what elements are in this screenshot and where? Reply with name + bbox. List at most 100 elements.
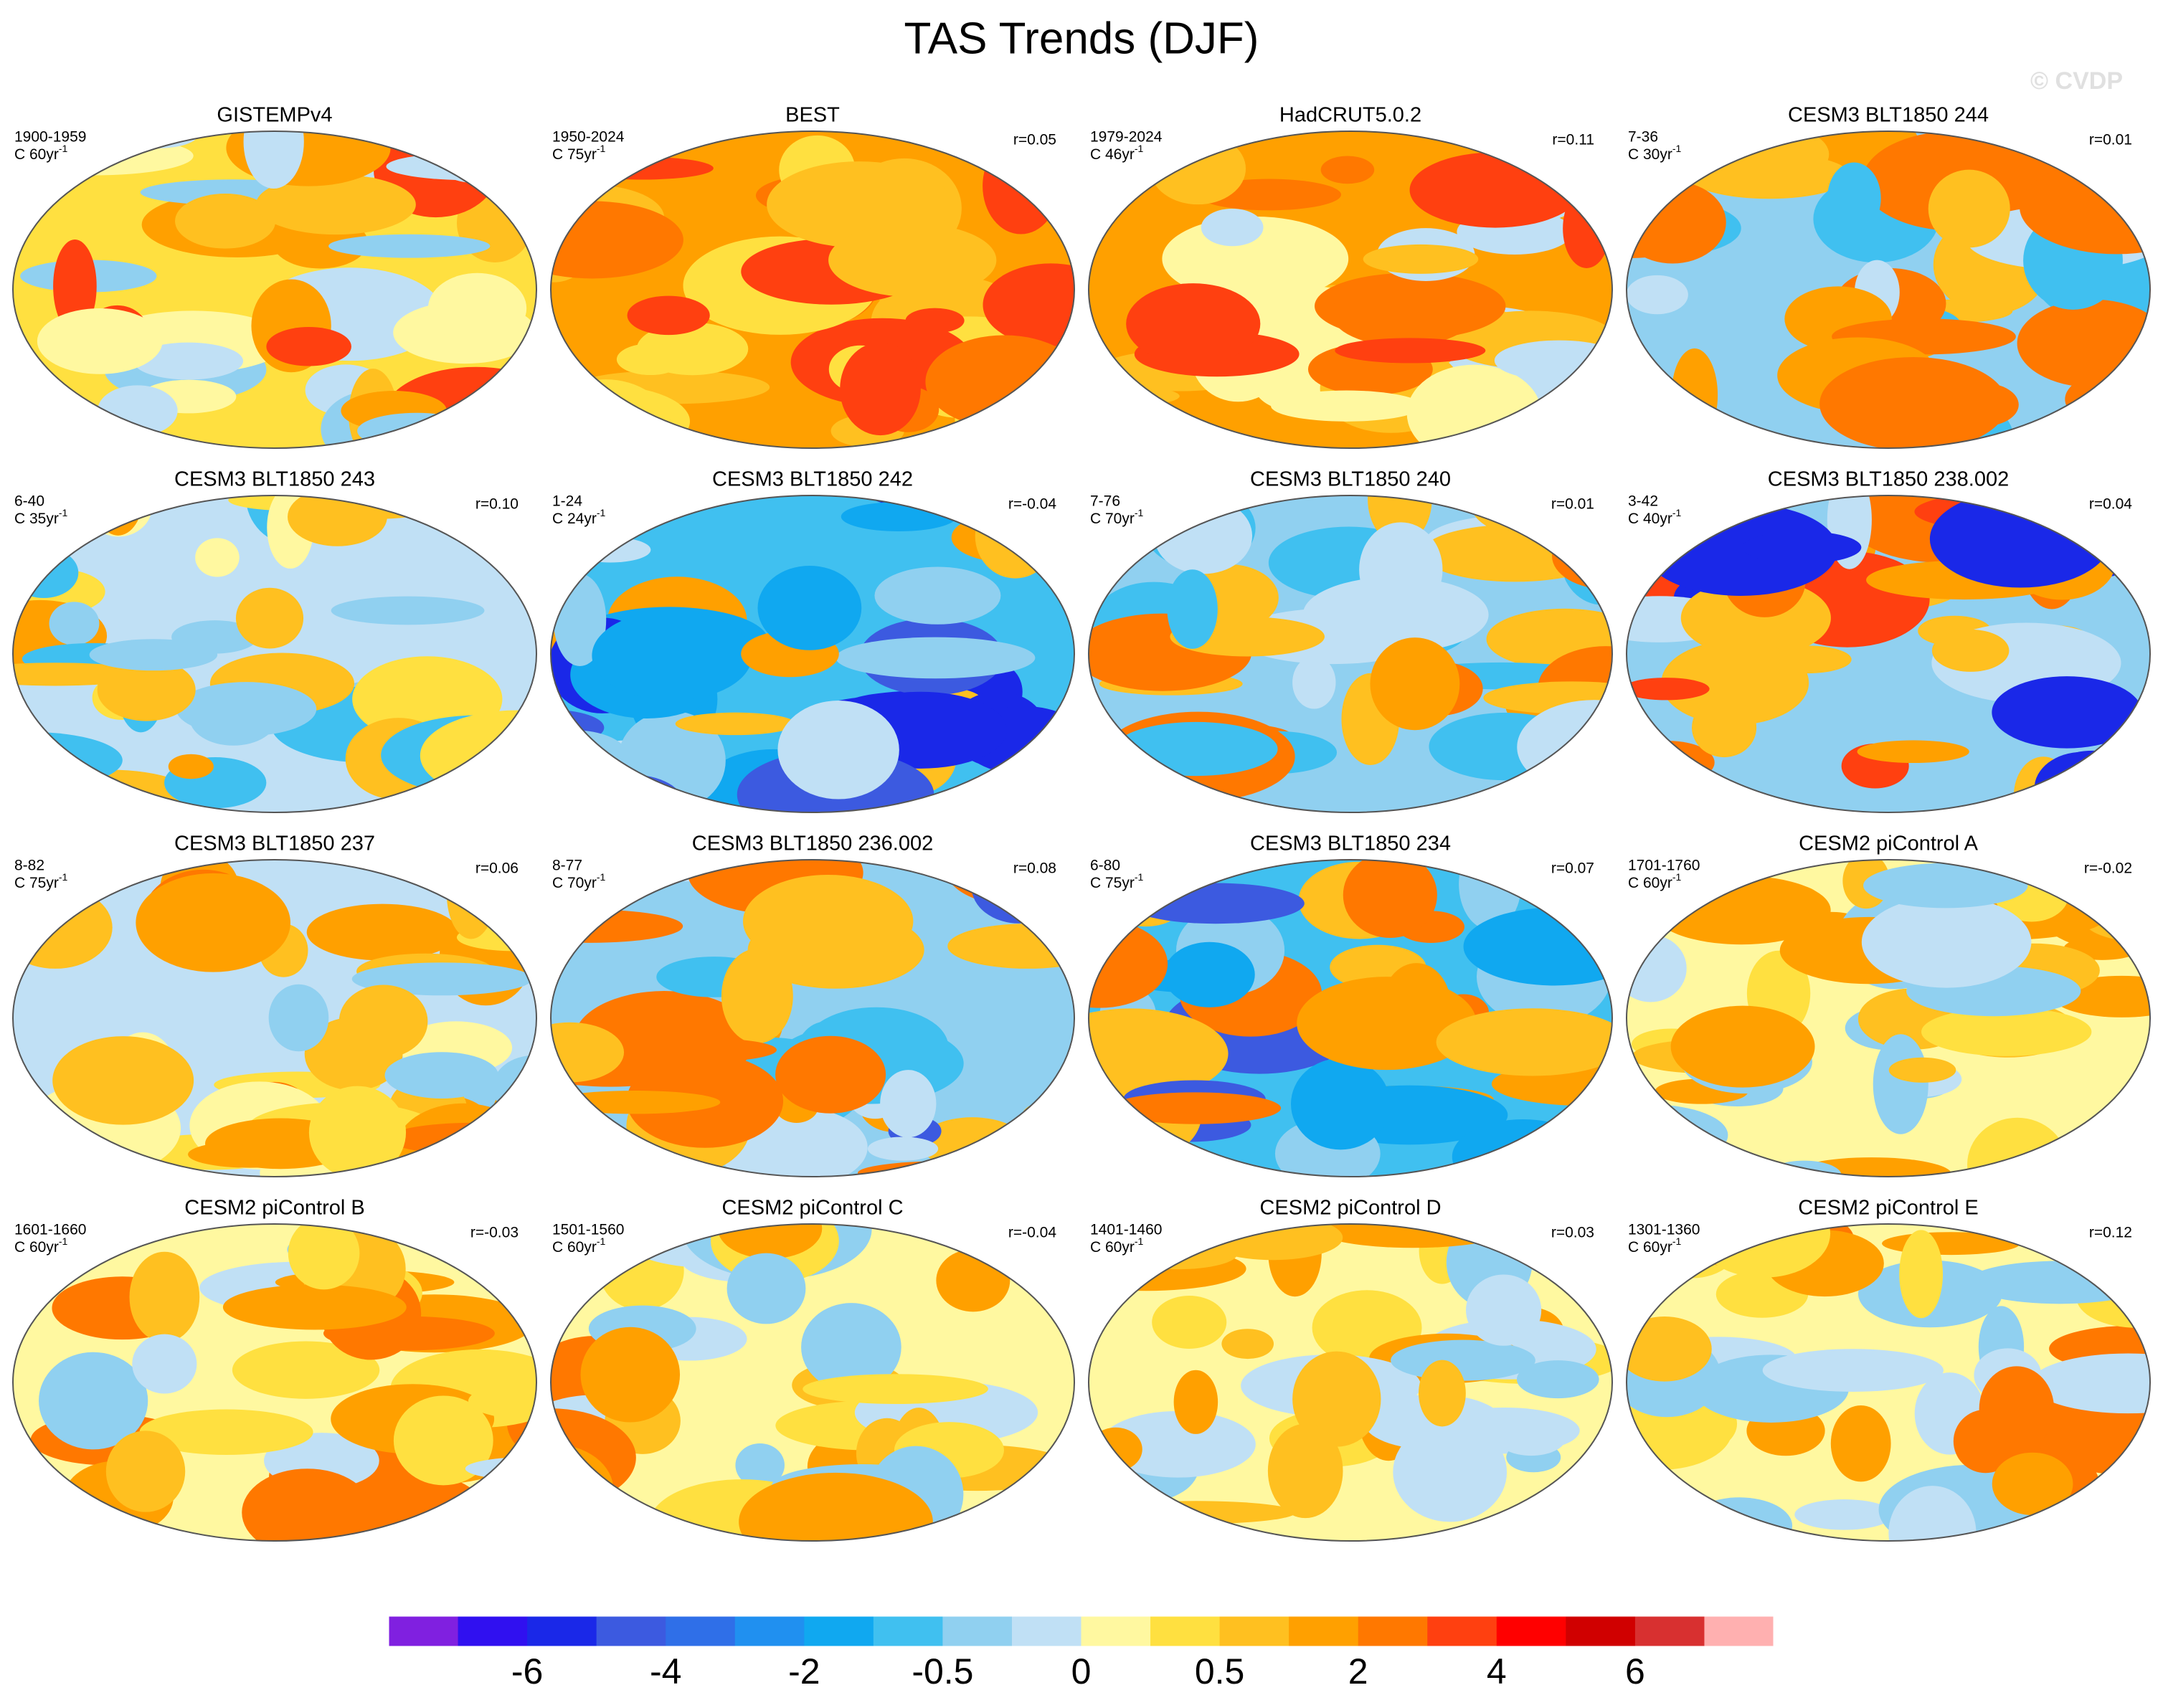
colorbar-label: -2: [788, 1651, 820, 1692]
panel-title: CESM2 piControl A: [1799, 832, 1978, 855]
map-region: [93, 495, 143, 536]
units-text: C 40yr: [1628, 511, 1672, 527]
units-text: C 75yr: [14, 875, 59, 891]
map-region: [576, 774, 685, 812]
map-region: [1320, 156, 1375, 184]
map-region: [132, 1334, 197, 1394]
panel-units: C 70yr-1: [1090, 507, 1144, 527]
map-region: [1418, 1360, 1466, 1427]
map-region: [803, 1374, 988, 1405]
map-region: [1021, 1101, 1072, 1134]
map-region: [1899, 1230, 1944, 1319]
map-outline: [1088, 495, 1613, 813]
map-region: [393, 1395, 493, 1486]
panel-r: r=0.10: [475, 496, 519, 513]
colorbar-box: [1081, 1616, 1151, 1646]
colorbar-label: 0: [1071, 1651, 1092, 1692]
map-region: [384, 1052, 498, 1099]
map-region: [630, 1038, 777, 1062]
units-superscript: -1: [1672, 871, 1682, 883]
map-region: [936, 1249, 1010, 1312]
map-region: [1114, 721, 1278, 777]
map-region: [1931, 629, 2010, 672]
map-region: [983, 263, 1074, 346]
map-region: [1335, 338, 1486, 364]
map-region: [2030, 1353, 2150, 1414]
map-region: [1370, 637, 1460, 731]
units-text: C 60yr: [14, 1239, 59, 1256]
panel-r: r=-0.04: [1008, 1225, 1056, 1241]
map-region: [551, 161, 605, 185]
units-text: C 70yr: [1090, 511, 1135, 527]
figure-title: TAS Trends (DJF): [904, 14, 1259, 63]
map-region: [1173, 1370, 1218, 1434]
panel-title: CESM2 piControl B: [184, 1197, 364, 1220]
map-region: [1671, 348, 1718, 442]
watermark: © CVDP: [2030, 67, 2123, 95]
map-outline: [12, 495, 537, 813]
colorbar-label: 6: [1625, 1651, 1645, 1692]
units-superscript: -1: [59, 143, 68, 154]
map-region: [1496, 1420, 1566, 1456]
map-region: [1873, 1034, 1928, 1134]
units-superscript: -1: [597, 1235, 606, 1247]
panel-r: r=-0.02: [2084, 860, 2132, 877]
map-region: [306, 903, 459, 961]
map-region: [13, 886, 113, 969]
map-region: [551, 1091, 721, 1114]
panel-units: C 24yr-1: [552, 507, 606, 527]
map-region: [947, 924, 1074, 969]
panel-title: CESM3 BLT1850 242: [712, 468, 913, 491]
map-region: [880, 1070, 937, 1138]
panel-period: 1900-1959: [14, 129, 86, 146]
panel-units: C 60yr-1: [14, 143, 68, 163]
map-region: [55, 1501, 104, 1541]
map-region: [328, 234, 491, 258]
map-region: [222, 1284, 407, 1330]
panel-r: r=0.03: [1551, 1225, 1594, 1241]
map-region: [1516, 1360, 1599, 1399]
colorbar-box: [1011, 1616, 1082, 1646]
map-region: [1154, 498, 1253, 574]
panel-units: C 30yr-1: [1628, 143, 1682, 163]
panel-title: CESM2 piControl D: [1259, 1197, 1441, 1220]
map-region: [551, 201, 683, 279]
map-region: [721, 948, 793, 1044]
map-region: [777, 701, 899, 800]
panel-units: C 75yr-1: [1090, 871, 1144, 891]
map: [1089, 131, 1612, 448]
map-region: [105, 1431, 186, 1512]
map-region: [308, 1086, 407, 1177]
panel-title: HadCRUT5.0.2: [1279, 104, 1421, 127]
colorbar-outline: [388, 1616, 1774, 1647]
map-region: [551, 1022, 625, 1083]
units-text: C 35yr: [14, 511, 59, 527]
map-region: [97, 658, 196, 721]
map-region: [1857, 740, 1969, 764]
map-region: [1691, 698, 1757, 758]
colorbar-box: [666, 1616, 736, 1646]
panel-r: r=0.05: [1013, 132, 1056, 148]
map-region: [841, 502, 957, 532]
map-region: [1406, 364, 1542, 448]
map-region: [1089, 1008, 1229, 1099]
map-region: [1126, 283, 1261, 365]
colorbar-box: [873, 1616, 943, 1646]
map-region: [1221, 1329, 1274, 1360]
map-region: [188, 1141, 313, 1168]
colorbar-label: -0.5: [912, 1651, 973, 1692]
colorbar-box: [1427, 1616, 1497, 1646]
map-region: [627, 295, 710, 336]
map-region: [569, 537, 651, 563]
map-region: [288, 1224, 360, 1290]
map-region: [1520, 1515, 1612, 1537]
map-region: [1762, 1349, 1944, 1392]
units-superscript: -1: [597, 871, 606, 883]
units-text: C 75yr: [552, 146, 597, 163]
map-region: [1688, 153, 1851, 199]
map-outline: [1626, 131, 2151, 449]
map-region: [243, 131, 304, 189]
map-region: [232, 1341, 380, 1399]
map-region: [503, 540, 536, 579]
